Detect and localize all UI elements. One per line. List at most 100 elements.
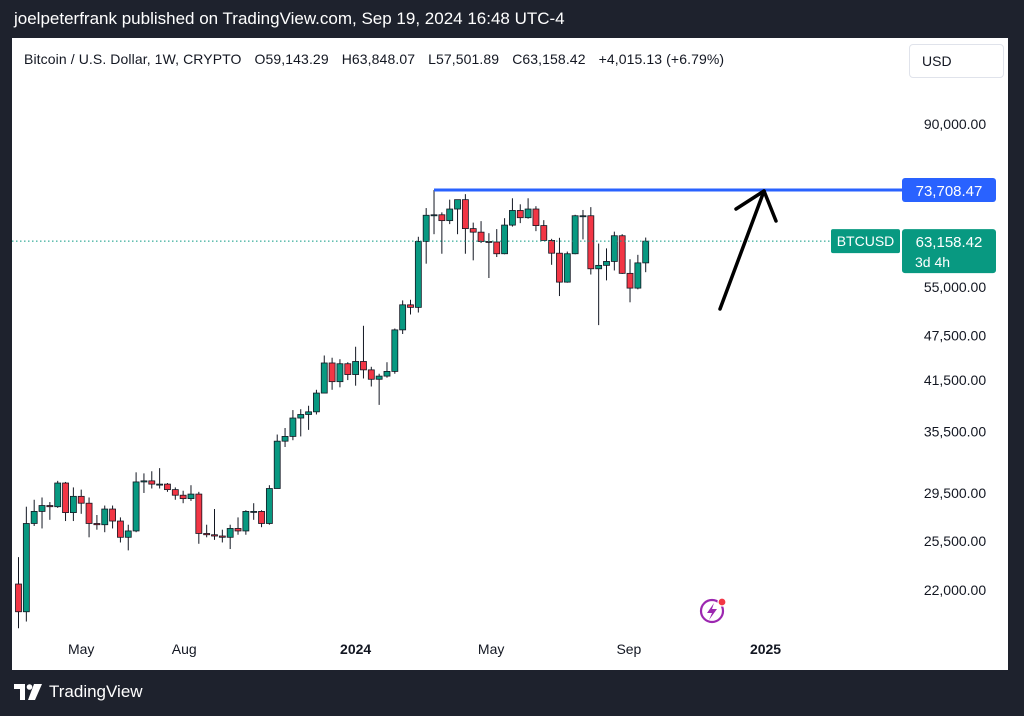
candle[interactable] — [634, 254, 642, 290]
candle[interactable] — [297, 409, 305, 437]
currency-button[interactable]: USD — [909, 44, 1004, 78]
candle[interactable] — [501, 218, 508, 255]
candle[interactable] — [587, 207, 595, 275]
last-price-tag: 63,158.42 3d 4h — [902, 229, 996, 274]
candle[interactable] — [109, 505, 116, 529]
candle-body — [305, 411, 312, 415]
candle[interactable] — [642, 237, 650, 273]
candle[interactable] — [85, 497, 93, 538]
candle[interactable] — [603, 248, 610, 281]
lightning-icon[interactable] — [699, 597, 727, 624]
candle[interactable] — [211, 509, 218, 540]
candle[interactable] — [218, 529, 226, 543]
candle[interactable] — [493, 229, 501, 258]
candle[interactable] — [618, 234, 626, 274]
candle[interactable] — [375, 373, 383, 405]
candle[interactable] — [610, 231, 618, 271]
candle[interactable] — [140, 473, 148, 493]
candle[interactable] — [360, 325, 367, 379]
candle[interactable] — [595, 243, 603, 326]
tradingview-brand[interactable]: TradingView — [14, 682, 143, 702]
candle[interactable] — [399, 300, 407, 335]
candle[interactable] — [132, 472, 140, 533]
candle[interactable] — [273, 434, 281, 489]
candle[interactable] — [156, 468, 164, 489]
chart-panel[interactable]: 73,708.47 BTCUSD 63,158.42 3d 4h 22,000.00 2… — [12, 38, 1008, 670]
tradingview-logo-icon — [14, 684, 42, 700]
candle[interactable] — [383, 362, 391, 378]
candle[interactable] — [281, 428, 289, 447]
candle[interactable] — [101, 505, 109, 533]
candle[interactable] — [148, 471, 156, 489]
candle[interactable] — [62, 481, 69, 522]
candle[interactable] — [461, 194, 469, 254]
brand-name: TradingView — [49, 682, 143, 701]
candle-body — [54, 482, 62, 508]
time-tick-label: 2025 — [750, 641, 781, 657]
up-arrow-head[interactable] — [734, 189, 778, 223]
up-arrow-shaft[interactable] — [718, 189, 766, 311]
candle[interactable] — [407, 299, 414, 315]
candle[interactable] — [234, 517, 242, 535]
candle[interactable] — [164, 483, 171, 492]
candle[interactable] — [250, 503, 258, 520]
candle[interactable] — [344, 362, 352, 381]
candle[interactable] — [38, 497, 46, 529]
candle[interactable] — [320, 355, 328, 394]
candle[interactable] — [328, 357, 336, 390]
candle[interactable] — [352, 346, 360, 386]
candle[interactable] — [258, 510, 265, 528]
candle[interactable] — [124, 524, 132, 551]
candle[interactable] — [626, 259, 634, 303]
candle[interactable] — [69, 487, 77, 522]
candle[interactable] — [509, 198, 516, 227]
candle[interactable] — [422, 208, 430, 264]
candle[interactable] — [15, 557, 22, 629]
candle[interactable] — [46, 502, 54, 520]
candle[interactable] — [226, 524, 234, 550]
candle[interactable] — [571, 214, 579, 255]
candle[interactable] — [477, 221, 485, 244]
candle[interactable] — [187, 485, 195, 501]
candle[interactable] — [532, 206, 540, 232]
candle[interactable] — [305, 405, 312, 430]
candle[interactable] — [446, 199, 454, 225]
candle[interactable] — [438, 212, 446, 254]
candle[interactable] — [579, 209, 587, 240]
change-value: +4,015.13 (+6.79%) — [598, 51, 725, 67]
candle[interactable] — [391, 328, 399, 374]
candle[interactable] — [242, 510, 250, 535]
candle-body — [383, 371, 391, 377]
candle[interactable] — [430, 190, 438, 235]
candle[interactable] — [548, 238, 556, 265]
candle[interactable] — [485, 233, 493, 279]
candle[interactable] — [93, 514, 101, 530]
candle[interactable] — [556, 237, 563, 297]
candle[interactable] — [171, 487, 179, 500]
candle[interactable] — [179, 490, 187, 504]
candle[interactable] — [313, 389, 320, 415]
candle[interactable] — [30, 499, 38, 526]
candle[interactable] — [54, 480, 62, 508]
candle-body — [556, 252, 563, 283]
candle[interactable] — [414, 236, 422, 313]
candle[interactable] — [203, 524, 211, 538]
candle[interactable] — [367, 366, 375, 387]
candle[interactable] — [454, 199, 461, 235]
candle[interactable] — [336, 359, 344, 388]
candle[interactable] — [195, 491, 203, 544]
candle[interactable] — [117, 517, 124, 543]
candle[interactable] — [563, 251, 571, 283]
candle-body — [93, 523, 101, 526]
symbol-name[interactable]: Bitcoin / U.S. Dollar, 1W, CRYPTO — [24, 51, 242, 67]
candle[interactable] — [524, 198, 532, 219]
candle[interactable] — [516, 204, 524, 224]
candle[interactable] — [265, 485, 273, 525]
candle-body — [124, 530, 132, 538]
candle[interactable] — [22, 506, 30, 622]
candle[interactable] — [289, 410, 297, 441]
candle-body — [336, 363, 344, 383]
candle[interactable] — [540, 220, 548, 241]
candle[interactable] — [77, 489, 85, 514]
